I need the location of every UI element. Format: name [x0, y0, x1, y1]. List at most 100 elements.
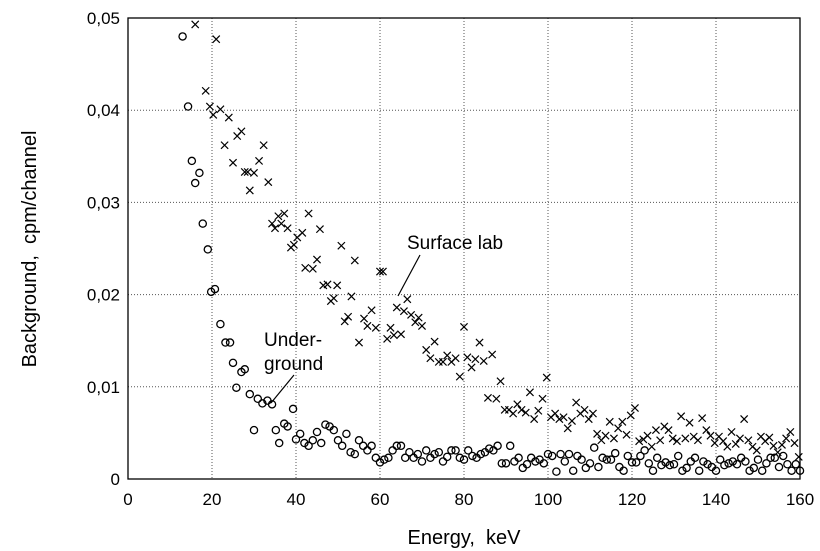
x-axis-label: Energy, keV	[407, 527, 521, 549]
underground-point	[396, 441, 406, 451]
surface-point	[521, 408, 530, 417]
underground-point	[556, 449, 565, 459]
surface-point	[329, 294, 338, 303]
surface-point	[647, 442, 656, 451]
y-tick-label: 0	[111, 470, 120, 489]
surface-point	[443, 351, 452, 360]
underground-point	[514, 453, 523, 463]
underground-point	[690, 453, 700, 463]
underground-point	[636, 451, 645, 461]
underground-point	[552, 467, 561, 476]
underground-point	[421, 446, 431, 455]
surface-point	[209, 110, 218, 119]
underground-point	[770, 453, 780, 463]
surface-point	[530, 415, 539, 424]
underground-point	[190, 178, 200, 188]
y-tick-label: 0,03	[87, 193, 120, 212]
surface-point	[605, 417, 614, 426]
underground-point	[291, 435, 301, 444]
surface-point	[422, 345, 431, 354]
underground-point	[312, 427, 322, 437]
surface-point	[790, 439, 799, 448]
surface-point	[593, 429, 602, 438]
y-tick-label: 0,01	[87, 378, 120, 397]
surface-point	[237, 127, 246, 136]
surface-point	[301, 263, 310, 272]
surface-point	[572, 398, 581, 407]
surface-point	[492, 394, 501, 403]
underground-point	[522, 459, 532, 469]
surface-point	[588, 409, 597, 418]
surface-point	[360, 314, 369, 323]
underground-point	[283, 422, 292, 431]
underground-point	[623, 451, 633, 461]
surface-point	[212, 35, 221, 44]
surface-point	[414, 313, 423, 322]
surface-point	[283, 224, 292, 233]
underground-point	[240, 365, 250, 374]
surface-point	[723, 442, 732, 451]
surface-point	[731, 439, 740, 448]
underground-point	[745, 466, 754, 475]
tick-labels: 0 20 40 60 80 100 120 140 160 0 0,01 0,02 0,03 0,04 0,…	[87, 9, 814, 509]
underground-point	[766, 453, 775, 463]
underground-point	[392, 441, 402, 451]
underground-point	[673, 451, 683, 461]
underground-point	[774, 462, 784, 472]
underground-point	[484, 444, 494, 453]
surface-point	[471, 355, 480, 364]
surface-point	[740, 415, 749, 424]
surface-point	[479, 356, 488, 366]
surface-point	[782, 434, 791, 443]
surface-point	[274, 212, 283, 221]
surface-point	[264, 178, 273, 187]
surface-point	[668, 434, 677, 443]
underground-point	[547, 451, 557, 461]
surface-point	[635, 437, 644, 446]
underground-point	[648, 466, 658, 475]
underground-point	[216, 319, 225, 329]
underground-point	[715, 455, 725, 464]
underground-label-line1: Under-	[264, 330, 322, 351]
surface-point	[298, 228, 307, 237]
underground-point	[367, 441, 376, 451]
surface-lab-label: Surface lab	[407, 233, 503, 254]
underground-point	[627, 458, 637, 467]
underground-point	[652, 453, 662, 463]
underground-point	[253, 394, 263, 404]
underground-point	[232, 383, 241, 392]
underground-point	[354, 436, 364, 445]
surface-point	[567, 416, 576, 425]
underground-point	[564, 449, 574, 459]
surface-point	[375, 267, 385, 276]
surface-point	[386, 323, 395, 332]
surface-point	[664, 426, 673, 435]
surface-point	[538, 394, 547, 403]
surface-point	[333, 281, 342, 290]
underground-point	[405, 448, 414, 457]
surface-point	[277, 219, 286, 228]
underground-point	[644, 459, 654, 468]
underground-point	[358, 441, 368, 451]
surface-point	[191, 20, 200, 29]
underground-point	[183, 102, 193, 111]
surface-point	[509, 409, 518, 418]
x-tick-label: 140	[702, 490, 730, 509]
surface-point	[483, 393, 492, 402]
underground-point	[417, 457, 427, 466]
surface-point	[350, 256, 359, 265]
underground-point	[753, 455, 763, 464]
x-tick-label: 40	[287, 490, 306, 509]
surface-point	[542, 373, 551, 382]
underground-point	[342, 429, 351, 439]
underground-point	[757, 466, 767, 475]
underground-point	[375, 458, 385, 467]
surface-point	[403, 295, 412, 304]
surface-point	[245, 186, 254, 195]
x-tick-label: 100	[534, 490, 562, 509]
surface-point	[710, 439, 719, 448]
underground-point	[195, 168, 204, 178]
underground-point	[699, 457, 708, 466]
underground-point	[337, 441, 347, 451]
